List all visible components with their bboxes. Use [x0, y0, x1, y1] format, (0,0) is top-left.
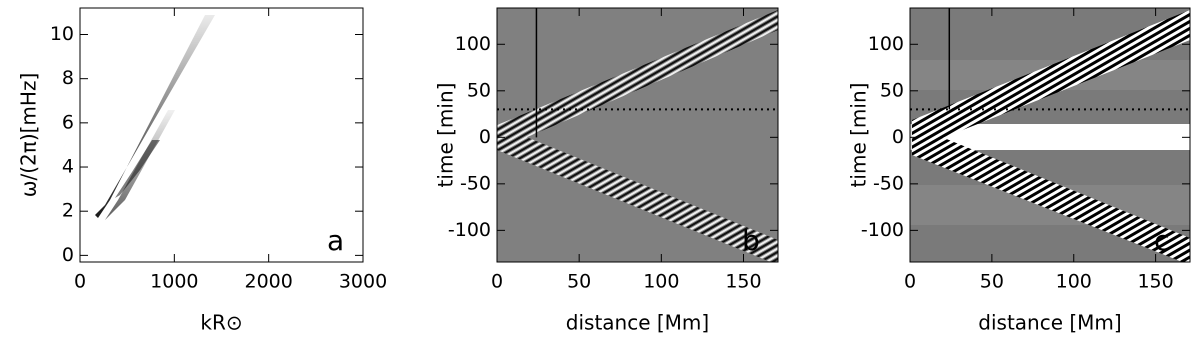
- y-tick-label: 10: [50, 23, 74, 45]
- y-tick-label: 4: [62, 156, 74, 178]
- y-tick-label: -50: [460, 172, 491, 194]
- filtered-time-distance-image: [910, 8, 1190, 262]
- x-tick-label: 150: [1137, 271, 1173, 293]
- x-tick-label: 50: [980, 271, 1004, 293]
- y-tick-label: -50: [873, 172, 904, 194]
- x-tick-label: 2000: [244, 271, 292, 293]
- x-tick-label: 0: [491, 271, 503, 293]
- y-tick-label: 50: [880, 79, 904, 101]
- panel-letter: b: [742, 224, 760, 257]
- y-tick-label: 6: [62, 111, 74, 133]
- y-tick-label: 0: [62, 244, 74, 266]
- x-tick-label: 150: [725, 271, 761, 293]
- x-tick-label: 100: [643, 271, 679, 293]
- time-distance-image: [497, 8, 778, 262]
- y-tick-label: 50: [467, 79, 491, 101]
- y-tick-label: 0: [479, 126, 491, 148]
- y-tick-label: 100: [455, 33, 491, 55]
- y-tick-label: -100: [861, 219, 904, 241]
- x-tick-label: 1000: [150, 271, 198, 293]
- y-axis-label: ω/(2π)[mHz]: [17, 73, 41, 197]
- x-axis-label: distance [Mm]: [978, 311, 1121, 335]
- y-tick-label: 0: [892, 126, 904, 148]
- y-axis-label: time [min]: [847, 83, 871, 188]
- y-tick-label: -100: [448, 219, 491, 241]
- x-tick-label: 50: [567, 271, 591, 293]
- x-tick-label: 100: [1056, 271, 1092, 293]
- plot-frame: [909, 7, 1191, 263]
- y-tick-label: 100: [868, 33, 904, 55]
- power-spectrum-image: [95, 15, 215, 220]
- x-axis-label: distance [Mm]: [566, 311, 709, 335]
- x-tick-label: 0: [904, 271, 916, 293]
- plot-frame: [496, 7, 779, 263]
- x-tick-label: 3000: [339, 271, 387, 293]
- y-axis-label: time [min]: [434, 83, 458, 188]
- y-tick-label: 2: [62, 200, 74, 222]
- plot-frame: [79, 7, 364, 263]
- y-tick-label: 8: [62, 67, 74, 89]
- x-axis-label: kR⊙: [200, 311, 242, 335]
- panel-letter: c: [1154, 224, 1169, 257]
- x-tick-label: 0: [74, 271, 86, 293]
- panel-letter: a: [327, 224, 344, 257]
